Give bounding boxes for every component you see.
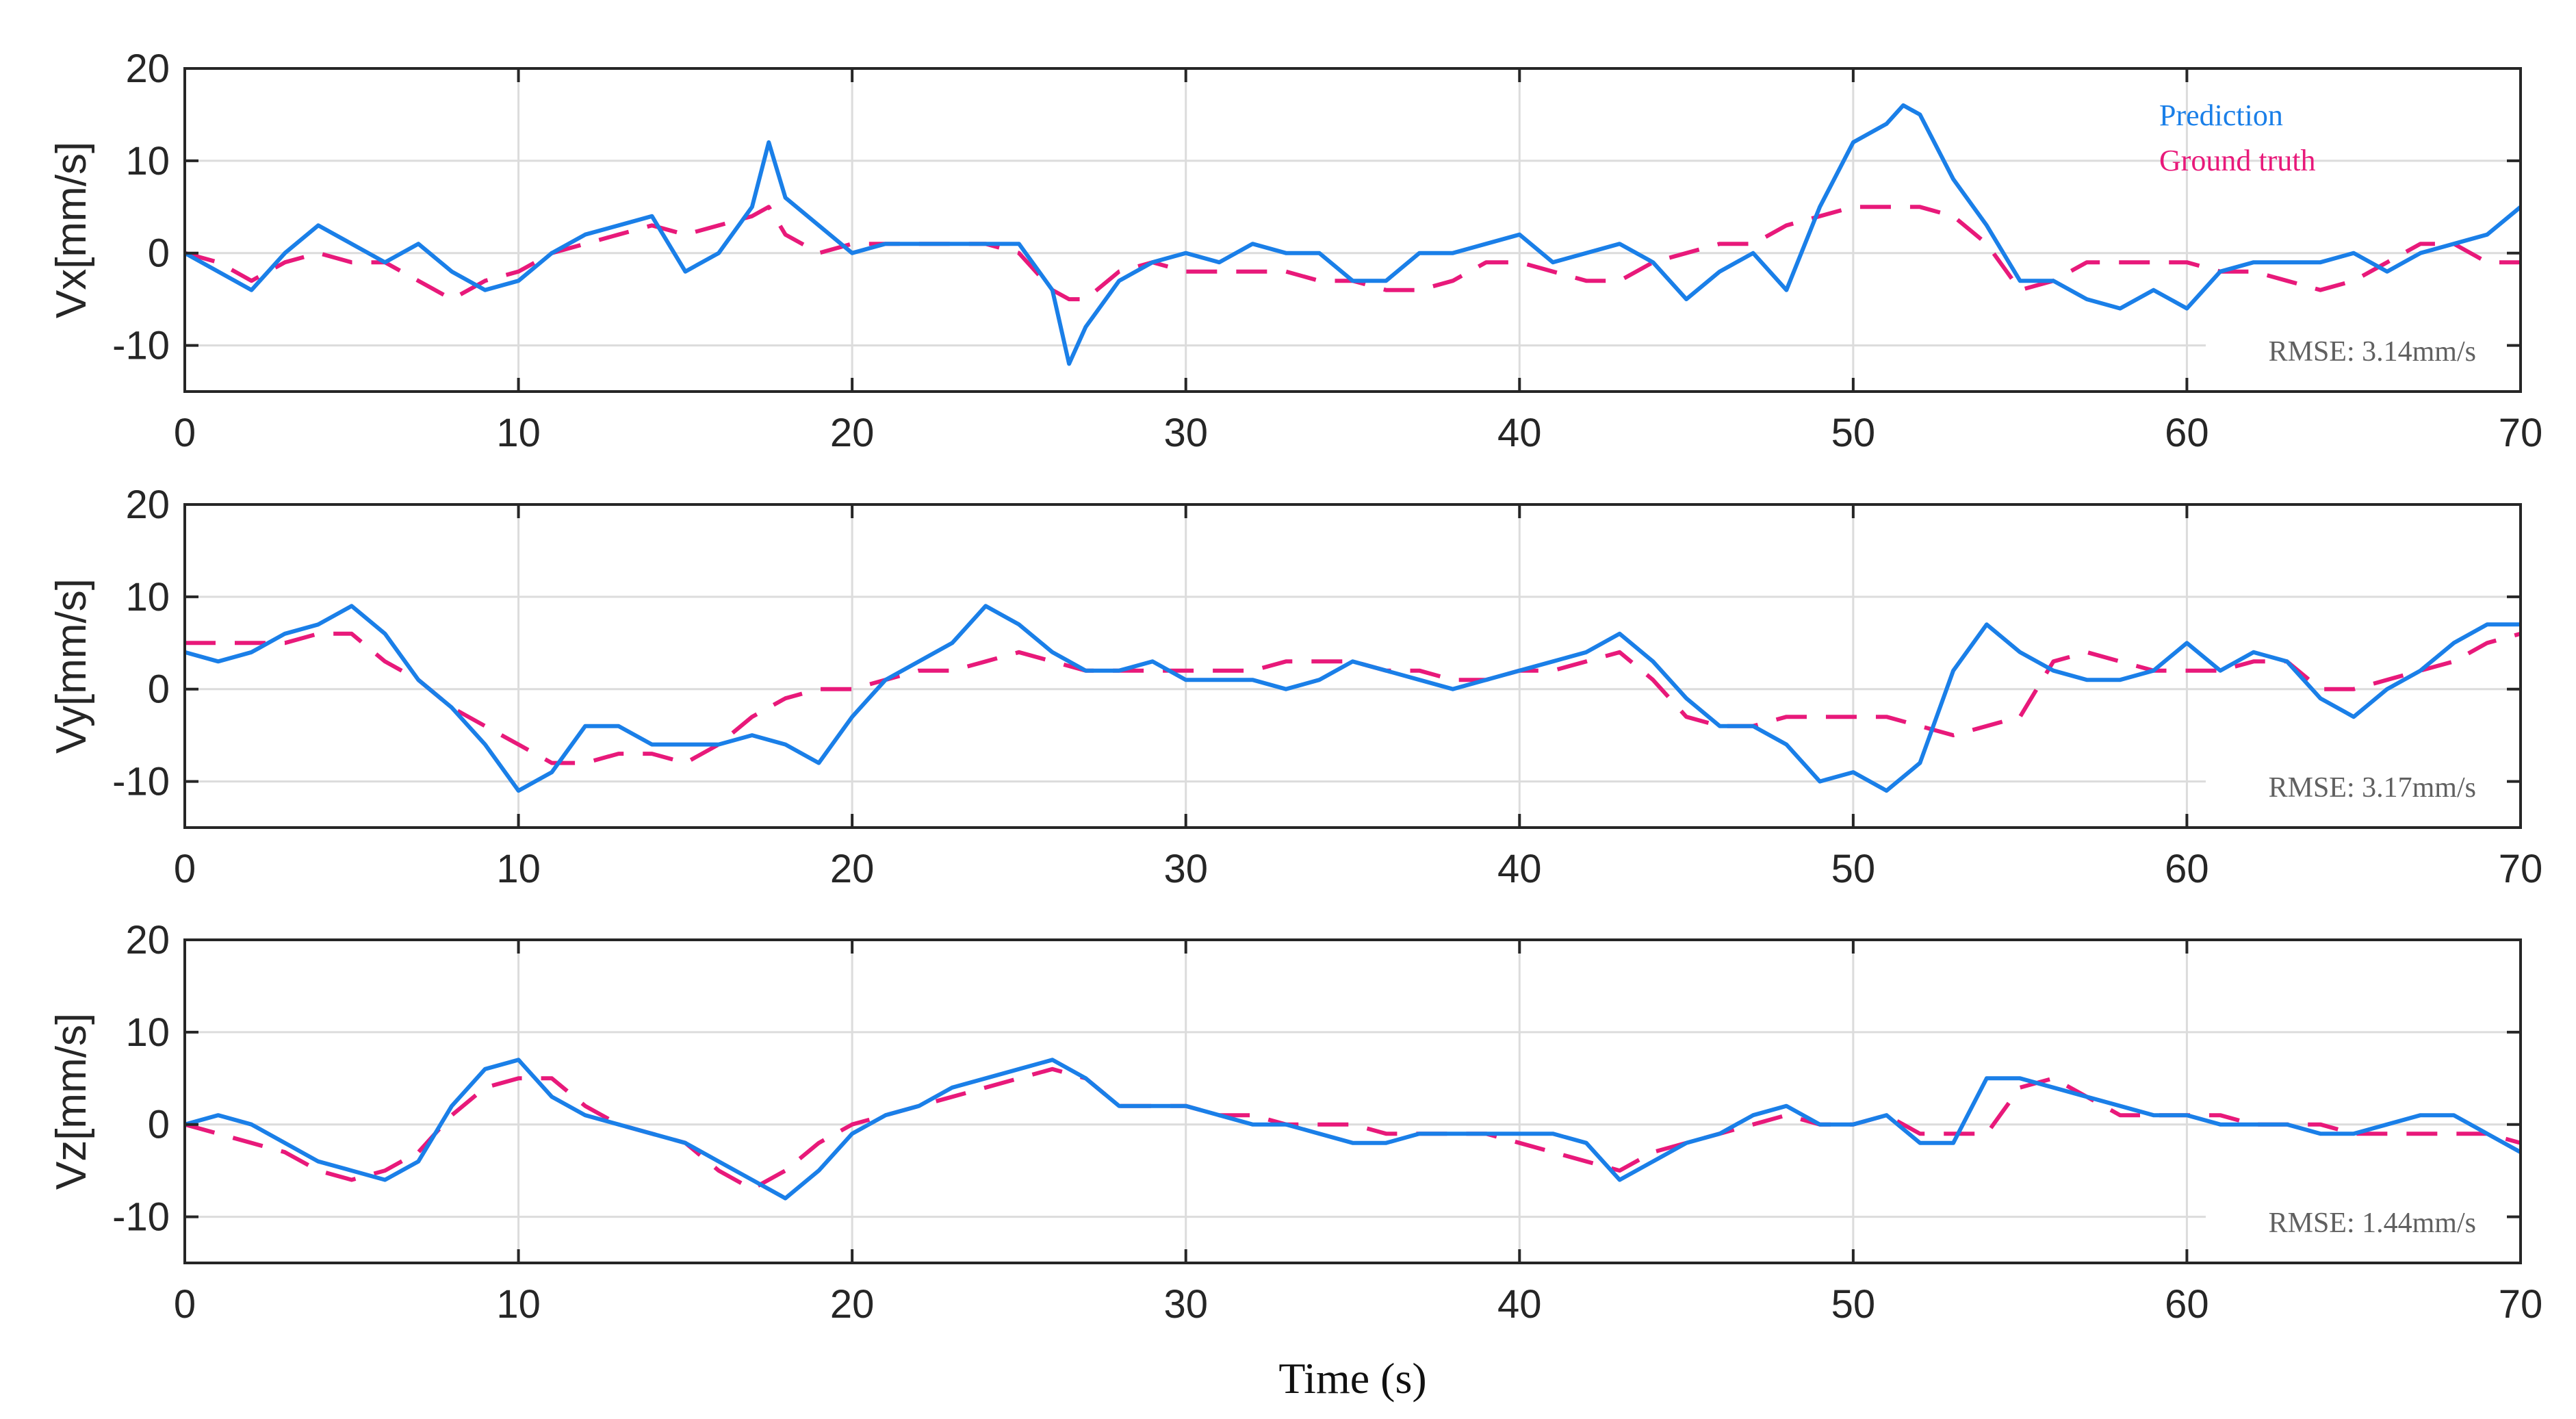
x-tick-label: 60 xyxy=(2165,411,2209,455)
prediction-line xyxy=(185,604,2521,793)
series-group xyxy=(185,1058,2521,1201)
prediction-line xyxy=(185,103,2521,366)
annotation-background xyxy=(2206,1203,2507,1242)
y-tick-label: 10 xyxy=(125,1010,170,1055)
axes-box xyxy=(183,938,2522,1264)
y-tick-label: 20 xyxy=(125,47,170,91)
y-tick-label: 20 xyxy=(125,483,170,527)
x-tick-label: 20 xyxy=(830,847,875,891)
x-tick-label: 40 xyxy=(1497,411,1542,455)
y-axis-label: Vy[mm/s] xyxy=(48,578,95,754)
x-tick-label: 50 xyxy=(1831,1282,1876,1327)
x-tick-label: 10 xyxy=(496,1282,541,1327)
y-tick-label: -10 xyxy=(112,760,170,804)
y-axis-label: Vx[mm/s] xyxy=(48,142,95,318)
rmse-annotation: RMSE: 3.14mm/s xyxy=(2269,336,2476,368)
x-tick-label: 60 xyxy=(2165,1282,2209,1327)
series-group xyxy=(185,604,2521,793)
axes-box xyxy=(183,67,2522,393)
x-tick-label: 0 xyxy=(174,1282,196,1327)
y-tick-label: -10 xyxy=(112,324,170,368)
series-group xyxy=(185,103,2521,366)
y-axis-label: Vz[mm/s] xyxy=(48,1013,95,1190)
annotation-background xyxy=(2206,768,2507,806)
x-tick-label: 70 xyxy=(2499,847,2543,891)
x-tick-label: 60 xyxy=(2165,847,2209,891)
legend: Prediction Ground truth xyxy=(2159,99,2316,177)
x-tick-label: 70 xyxy=(2499,1282,2543,1327)
x-tick-label: 30 xyxy=(1163,411,1208,455)
axes-box xyxy=(183,503,2522,829)
legend-entry: Ground truth xyxy=(2159,144,2316,177)
y-tick-label: 10 xyxy=(125,575,170,619)
x-tick-label: 0 xyxy=(174,411,196,455)
annotation-background xyxy=(2206,332,2507,370)
x-tick-label: 70 xyxy=(2499,411,2543,455)
x-tick-label: 30 xyxy=(1163,847,1208,891)
x-tick-label: 30 xyxy=(1163,1282,1208,1327)
prediction-line xyxy=(185,1058,2521,1201)
ground-truth-line xyxy=(185,205,2521,302)
x-tick-label: 10 xyxy=(496,411,541,455)
y-tick-label: 10 xyxy=(125,139,170,183)
x-tick-label: 0 xyxy=(174,847,196,891)
x-tick-label: 10 xyxy=(496,847,541,891)
rmse-annotation: RMSE: 1.44mm/s xyxy=(2269,1207,2476,1239)
ground-truth-line xyxy=(185,1066,2521,1192)
legend-entry: Prediction xyxy=(2159,99,2283,132)
ground-truth-line xyxy=(185,631,2521,765)
y-tick-label: 0 xyxy=(148,1103,170,1147)
y-tick-label: 0 xyxy=(148,667,170,712)
rmse-annotation: RMSE: 3.17mm/s xyxy=(2269,772,2476,804)
x-tick-label: 50 xyxy=(1831,847,1876,891)
x-tick-label: 40 xyxy=(1497,847,1542,891)
x-tick-label: 50 xyxy=(1831,411,1876,455)
x-axis-label: Time (s) xyxy=(1278,1354,1426,1403)
y-tick-label: -10 xyxy=(112,1195,170,1240)
y-tick-label: 0 xyxy=(148,231,170,276)
y-tick-label: 20 xyxy=(125,918,170,962)
x-tick-label: 40 xyxy=(1497,1282,1542,1327)
x-tick-label: 20 xyxy=(830,411,875,455)
x-tick-label: 20 xyxy=(830,1282,875,1327)
